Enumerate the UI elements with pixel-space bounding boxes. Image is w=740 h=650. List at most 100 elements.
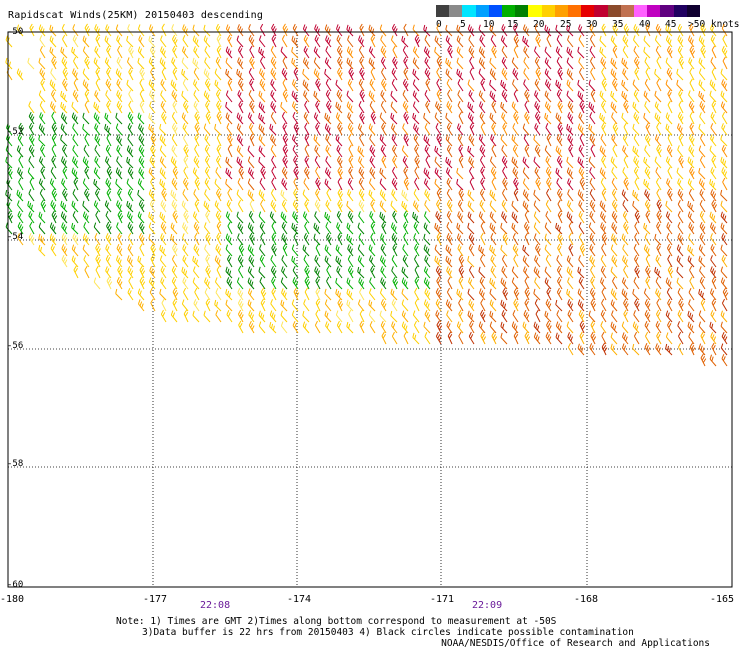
wind-barb	[710, 266, 717, 279]
wind-barb	[260, 166, 267, 180]
wind-barb	[291, 90, 299, 103]
wind-barb	[457, 133, 464, 147]
wind-barb	[291, 244, 299, 257]
wind-barb	[500, 35, 508, 48]
wind-barb	[611, 134, 618, 147]
wind-barb	[225, 68, 233, 81]
wind-barb	[456, 233, 464, 246]
wind-barb	[335, 255, 343, 268]
wind-barb	[567, 342, 574, 356]
wind-barb	[522, 123, 530, 136]
wind-barb	[566, 123, 574, 136]
wind-barb	[359, 89, 366, 103]
wind-barb	[698, 57, 706, 70]
wind-barb	[412, 57, 420, 70]
wind-barb	[533, 156, 541, 169]
wind-barb	[370, 265, 376, 279]
wind-barb	[313, 57, 321, 70]
wind-barb	[214, 178, 222, 191]
wind-barb	[501, 155, 508, 169]
wind-barb	[379, 134, 387, 147]
wind-barb	[271, 287, 277, 301]
wind-barb	[369, 79, 376, 92]
wind-barb	[357, 123, 365, 136]
wind-barb	[535, 243, 541, 257]
wind-barb	[522, 189, 530, 202]
wind-barb	[655, 23, 662, 37]
wind-barb	[236, 112, 244, 125]
wind-barb	[49, 101, 57, 114]
wind-barb	[381, 122, 387, 136]
wind-barb	[61, 144, 68, 158]
wind-barb	[348, 144, 354, 158]
wind-barb	[126, 79, 134, 92]
wind-barb	[491, 122, 497, 136]
wind-barb	[95, 67, 101, 81]
wind-barb	[434, 46, 442, 59]
wind-barb	[161, 23, 167, 37]
wind-barb	[183, 210, 189, 224]
wind-barb	[171, 276, 178, 290]
lat-label: -58	[7, 459, 24, 469]
wind-barb	[61, 222, 68, 235]
wind-barb	[698, 244, 706, 257]
wind-barb	[391, 321, 398, 334]
wind-barb	[555, 299, 563, 312]
wind-barb	[138, 123, 145, 136]
wind-barb	[678, 133, 684, 147]
wind-barb	[326, 188, 332, 202]
wind-barb	[467, 145, 475, 158]
wind-barb	[313, 233, 321, 246]
wind-barb	[446, 222, 453, 235]
wind-barb	[489, 189, 497, 202]
wind-barb	[281, 178, 288, 191]
wind-barb	[720, 156, 728, 169]
wind-barb	[424, 189, 431, 202]
wind-barb	[105, 244, 112, 257]
wind-barb	[544, 112, 552, 125]
wind-barb	[380, 90, 387, 103]
lat-label: -50	[7, 27, 24, 37]
wind-barb	[469, 122, 475, 136]
wind-barb	[434, 35, 442, 48]
wind-barb	[577, 299, 585, 312]
wind-barb	[645, 276, 651, 290]
wind-barb	[523, 221, 530, 235]
wind-barb	[260, 199, 266, 213]
wind-barb	[84, 265, 90, 279]
wind-barb	[456, 288, 464, 301]
wind-barb	[469, 177, 475, 191]
wind-barb	[413, 123, 420, 136]
wind-barb	[258, 101, 266, 114]
legend-swatch	[515, 5, 529, 17]
wind-barb	[456, 35, 464, 48]
wind-barb	[588, 310, 596, 323]
wind-barb	[688, 287, 695, 301]
wind-barb	[568, 221, 574, 235]
wind-barb	[700, 45, 707, 59]
wind-barb	[204, 57, 211, 70]
wind-barb	[38, 233, 46, 246]
wind-barb	[40, 199, 47, 213]
wind-barb	[412, 46, 420, 59]
legend-label: 25	[560, 19, 572, 30]
wind-barb	[138, 144, 145, 158]
wind-barb	[148, 57, 156, 70]
wind-barb	[445, 156, 453, 169]
wind-barb	[644, 321, 651, 334]
wind-barb	[699, 266, 706, 279]
wind-barb	[534, 46, 541, 59]
wind-barb	[544, 222, 552, 235]
wind-barb	[534, 78, 541, 92]
wind-barb	[95, 78, 101, 92]
wind-barb	[161, 188, 167, 202]
wind-barb	[424, 310, 431, 323]
wind-barb	[302, 244, 310, 257]
wind-barb	[258, 321, 266, 334]
wind-barb	[281, 266, 288, 279]
wind-barb	[589, 287, 596, 301]
wind-barb	[324, 244, 332, 257]
wind-barb	[128, 89, 134, 103]
wind-barb	[260, 232, 266, 246]
wind-barb	[126, 156, 134, 169]
